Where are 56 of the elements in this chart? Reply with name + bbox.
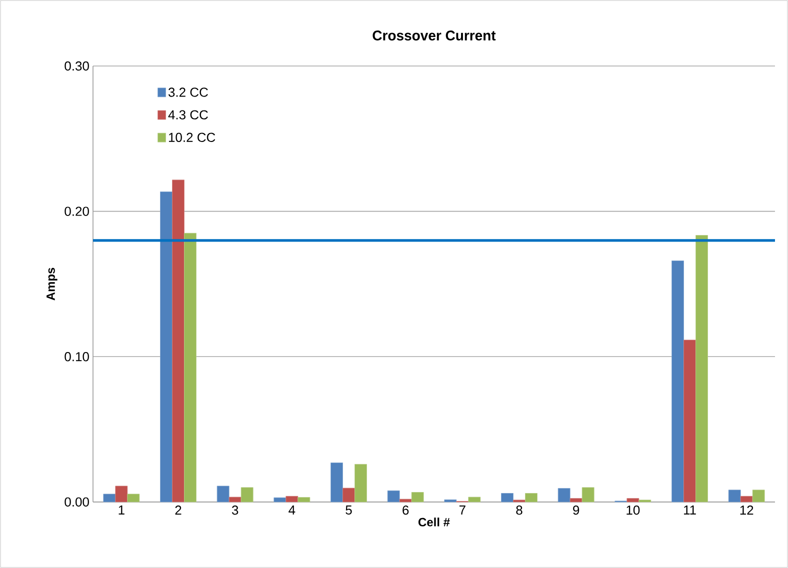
- bar: [444, 499, 457, 502]
- bar: [752, 490, 765, 502]
- bar: [354, 464, 367, 502]
- bar: [127, 494, 140, 502]
- bar: [330, 462, 343, 502]
- legend-label: 4.3 CC: [168, 110, 208, 120]
- bar: [696, 235, 708, 502]
- x-axis-title: Cell #: [418, 518, 450, 526]
- bar: [728, 490, 741, 502]
- bar: [387, 490, 400, 502]
- y-tick-label: 0.30: [64, 61, 89, 71]
- x-tick-label: 1: [118, 506, 124, 514]
- x-tick-label: 4: [288, 506, 296, 514]
- x-tick-label: 6: [402, 506, 409, 515]
- legend-label: 10.2 CC: [168, 132, 216, 142]
- bar: [570, 498, 582, 502]
- x-tick-label: 8: [516, 506, 522, 515]
- bar: [411, 492, 424, 502]
- bar: [115, 486, 128, 502]
- y-tick-label: 0.20: [64, 206, 89, 216]
- y-axis-title: Amps: [46, 268, 58, 300]
- bar: [513, 500, 526, 502]
- bar: [684, 340, 696, 502]
- bar: [172, 180, 184, 502]
- x-tick-label: 7: [459, 506, 466, 514]
- x-tick-label: 12: [740, 506, 754, 515]
- y-tick-label: 0.10: [64, 352, 89, 362]
- x-tick-label: 9: [573, 506, 580, 515]
- bar: [468, 496, 481, 502]
- bar: [184, 232, 196, 502]
- bar: [501, 493, 514, 502]
- bar: [240, 487, 254, 502]
- bar: [638, 500, 652, 502]
- bar: [160, 192, 172, 502]
- bar: [216, 486, 230, 502]
- y-tick-label: 0.00: [64, 497, 89, 507]
- x-tick-label: 11: [684, 506, 696, 514]
- x-tick-label: 5: [346, 506, 352, 515]
- bar: [399, 498, 412, 502]
- chart-title: Crossover Current: [372, 30, 496, 40]
- bar: [298, 497, 310, 502]
- bar: [582, 487, 594, 502]
- bar: [228, 496, 242, 502]
- bar: [342, 488, 355, 502]
- x-tick-label: 3: [232, 506, 238, 515]
- x-tick-label: 10: [626, 506, 640, 515]
- legend-label: 3.2 CC: [168, 88, 208, 97]
- bar: [558, 488, 570, 502]
- bar: [274, 497, 286, 502]
- bar: [525, 493, 538, 502]
- bar: [103, 494, 116, 502]
- bar: [740, 496, 753, 502]
- x-tick-label: 2: [175, 506, 182, 515]
- bar: [672, 260, 684, 502]
- bar: [626, 498, 640, 502]
- bar: [286, 496, 298, 502]
